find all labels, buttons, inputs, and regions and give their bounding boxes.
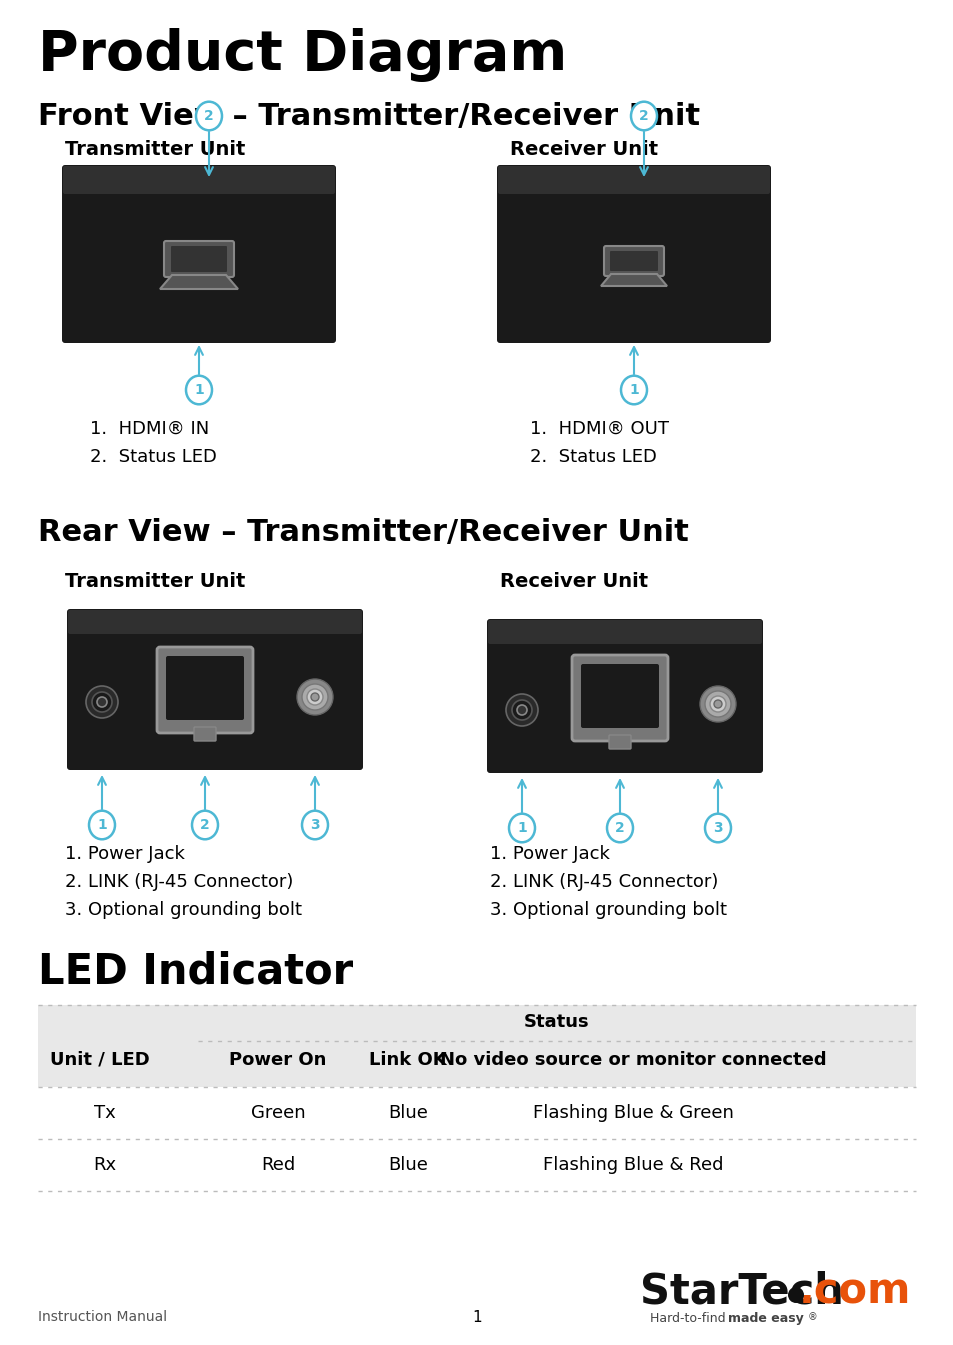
FancyBboxPatch shape bbox=[62, 165, 335, 343]
Circle shape bbox=[86, 686, 118, 718]
Ellipse shape bbox=[192, 811, 218, 839]
Text: Red: Red bbox=[260, 1155, 294, 1174]
FancyBboxPatch shape bbox=[38, 1005, 915, 1087]
Text: Transmitter Unit: Transmitter Unit bbox=[65, 140, 245, 159]
Text: 1: 1 bbox=[97, 818, 107, 833]
Text: Flashing Blue & Green: Flashing Blue & Green bbox=[532, 1104, 733, 1122]
Text: Rear View – Transmitter/Receiver Unit: Rear View – Transmitter/Receiver Unit bbox=[38, 518, 688, 547]
Polygon shape bbox=[160, 274, 237, 289]
Ellipse shape bbox=[630, 102, 657, 130]
Text: Link OK: Link OK bbox=[369, 1050, 446, 1069]
Ellipse shape bbox=[704, 814, 730, 842]
Text: Front View – Transmitter/Receiver Unit: Front View – Transmitter/Receiver Unit bbox=[38, 102, 700, 130]
Text: Product Diagram: Product Diagram bbox=[38, 28, 567, 82]
Text: 2: 2 bbox=[200, 818, 210, 833]
Text: Instruction Manual: Instruction Manual bbox=[38, 1310, 167, 1323]
Ellipse shape bbox=[186, 375, 212, 405]
Circle shape bbox=[311, 693, 318, 701]
Text: 1. Power Jack: 1. Power Jack bbox=[65, 845, 185, 863]
Text: StarTech: StarTech bbox=[639, 1270, 843, 1311]
Text: 2. LINK (RJ-45 Connector): 2. LINK (RJ-45 Connector) bbox=[65, 873, 294, 890]
Text: 1.  HDMI® IN: 1. HDMI® IN bbox=[90, 420, 209, 438]
Circle shape bbox=[512, 699, 532, 720]
Text: Transmitter Unit: Transmitter Unit bbox=[65, 572, 245, 590]
Text: Receiver Unit: Receiver Unit bbox=[499, 572, 647, 590]
FancyBboxPatch shape bbox=[497, 165, 770, 343]
Text: Unit / LED: Unit / LED bbox=[50, 1050, 150, 1069]
Circle shape bbox=[91, 691, 112, 712]
Text: Rx: Rx bbox=[93, 1155, 116, 1174]
Text: Status: Status bbox=[523, 1013, 589, 1032]
Ellipse shape bbox=[302, 811, 328, 839]
Text: Green: Green bbox=[251, 1104, 305, 1122]
Ellipse shape bbox=[195, 102, 222, 130]
Text: 1. Power Jack: 1. Power Jack bbox=[490, 845, 609, 863]
Text: Flashing Blue & Red: Flashing Blue & Red bbox=[542, 1155, 722, 1174]
FancyBboxPatch shape bbox=[67, 609, 363, 769]
Circle shape bbox=[709, 695, 725, 712]
FancyBboxPatch shape bbox=[193, 728, 215, 741]
Circle shape bbox=[307, 689, 323, 705]
Ellipse shape bbox=[620, 375, 646, 405]
Circle shape bbox=[296, 679, 333, 716]
FancyBboxPatch shape bbox=[63, 165, 335, 194]
Circle shape bbox=[704, 691, 730, 717]
Text: 1: 1 bbox=[517, 820, 526, 835]
Text: 3. Optional grounding bolt: 3. Optional grounding bolt bbox=[65, 901, 302, 919]
Text: 1.  HDMI® OUT: 1. HDMI® OUT bbox=[530, 420, 668, 438]
Text: 2. LINK (RJ-45 Connector): 2. LINK (RJ-45 Connector) bbox=[490, 873, 718, 890]
Circle shape bbox=[302, 685, 328, 710]
Ellipse shape bbox=[606, 814, 633, 842]
Text: No video source or monitor connected: No video source or monitor connected bbox=[439, 1050, 825, 1069]
Text: 2: 2 bbox=[639, 109, 648, 122]
Text: LED Indicator: LED Indicator bbox=[38, 950, 353, 993]
FancyBboxPatch shape bbox=[609, 252, 658, 270]
FancyBboxPatch shape bbox=[157, 647, 253, 733]
Text: 1: 1 bbox=[193, 383, 204, 397]
FancyBboxPatch shape bbox=[171, 246, 227, 272]
Text: 2.  Status LED: 2. Status LED bbox=[530, 448, 657, 465]
FancyBboxPatch shape bbox=[166, 656, 244, 720]
Circle shape bbox=[700, 686, 735, 722]
Polygon shape bbox=[600, 274, 666, 286]
Circle shape bbox=[713, 699, 721, 707]
FancyBboxPatch shape bbox=[603, 246, 663, 276]
FancyBboxPatch shape bbox=[608, 734, 630, 749]
Text: Hard-to-find: Hard-to-find bbox=[649, 1311, 729, 1325]
Text: 2: 2 bbox=[204, 109, 213, 122]
Text: Blue: Blue bbox=[388, 1104, 428, 1122]
Circle shape bbox=[505, 694, 537, 726]
Circle shape bbox=[787, 1287, 803, 1303]
Text: 3: 3 bbox=[310, 818, 319, 833]
FancyBboxPatch shape bbox=[572, 655, 667, 741]
FancyBboxPatch shape bbox=[580, 664, 659, 728]
FancyBboxPatch shape bbox=[164, 241, 233, 277]
FancyBboxPatch shape bbox=[488, 620, 761, 644]
FancyBboxPatch shape bbox=[497, 165, 769, 194]
FancyBboxPatch shape bbox=[486, 619, 762, 773]
Text: 1: 1 bbox=[472, 1310, 481, 1325]
Text: .com: .com bbox=[799, 1270, 910, 1311]
FancyBboxPatch shape bbox=[68, 611, 361, 633]
Text: made easy: made easy bbox=[727, 1311, 803, 1325]
Text: 3. Optional grounding bolt: 3. Optional grounding bolt bbox=[490, 901, 726, 919]
Text: 1: 1 bbox=[628, 383, 639, 397]
Text: Receiver Unit: Receiver Unit bbox=[510, 140, 658, 159]
Text: Blue: Blue bbox=[388, 1155, 428, 1174]
Text: Power On: Power On bbox=[229, 1050, 326, 1069]
Text: 2.  Status LED: 2. Status LED bbox=[90, 448, 216, 465]
Ellipse shape bbox=[89, 811, 115, 839]
Text: 3: 3 bbox=[713, 820, 722, 835]
Circle shape bbox=[517, 705, 526, 716]
Circle shape bbox=[97, 697, 107, 707]
Text: ®: ® bbox=[807, 1311, 817, 1322]
Text: Tx: Tx bbox=[94, 1104, 115, 1122]
Text: 2: 2 bbox=[615, 820, 624, 835]
Ellipse shape bbox=[509, 814, 535, 842]
